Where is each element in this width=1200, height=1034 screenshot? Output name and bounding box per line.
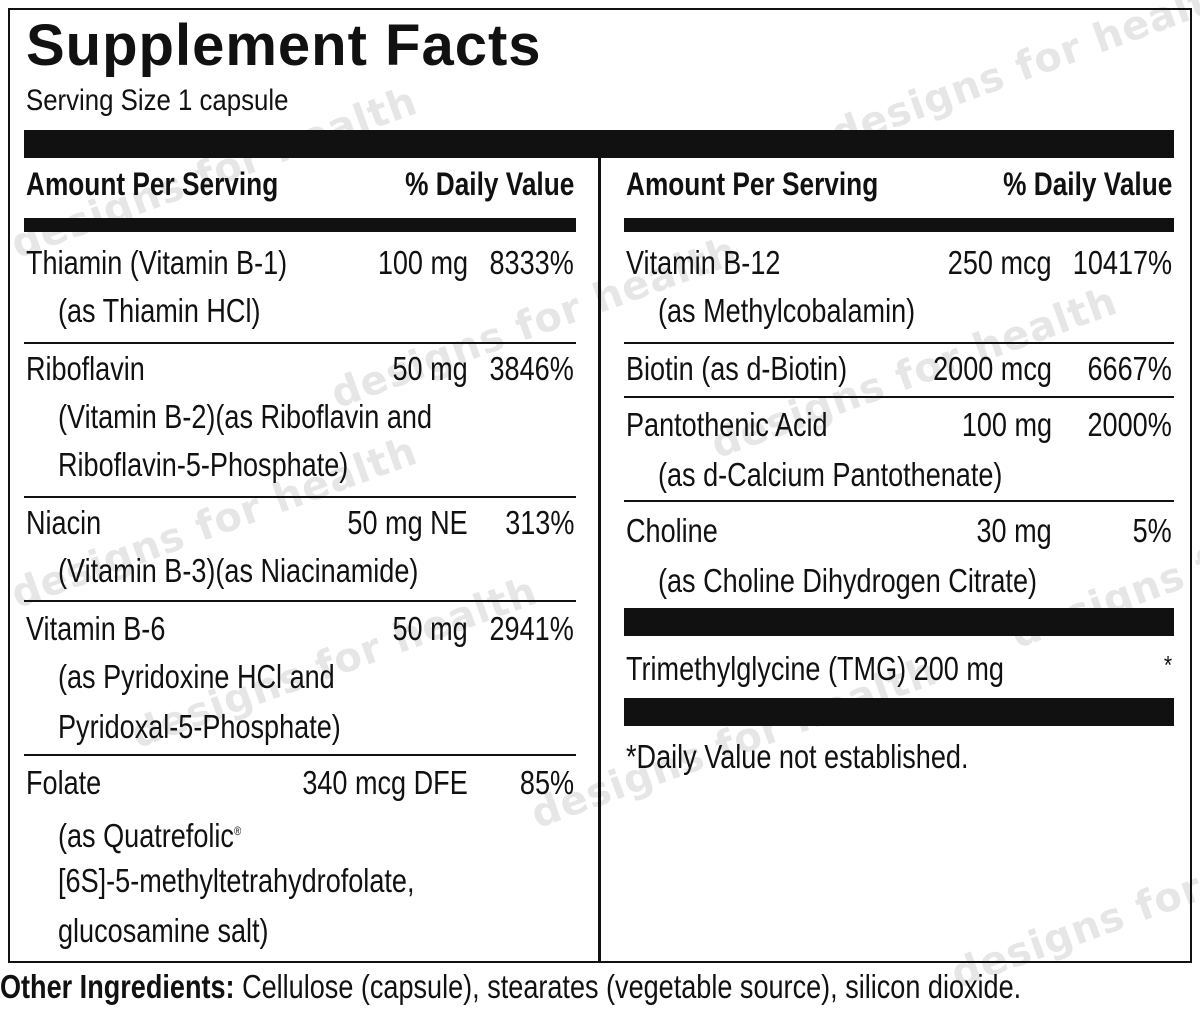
nutrient-name: Thiamin (Vitamin B-1) — [26, 244, 288, 281]
nutrient-amount: 30 mg — [976, 512, 1052, 549]
nutrient-source: (Vitamin B-2)(as Riboflavin and — [58, 398, 432, 435]
nutrient-amount: 100 mg — [961, 406, 1052, 443]
right-header-rule — [624, 218, 1174, 232]
nutrient-dv: 6667% — [1087, 350, 1172, 387]
header-bar — [24, 130, 1174, 158]
nutrient-name: Riboflavin — [26, 350, 145, 387]
nutrient-name: Folate — [26, 764, 102, 801]
left-amount-header: Amount Per Serving — [26, 166, 279, 202]
nutrient-name: Pantothenic Acid — [626, 406, 828, 443]
nutrient-dv: 8333% — [489, 244, 574, 281]
nutrient-source: glucosamine salt) — [58, 912, 269, 949]
nutrient-dv: 85% — [519, 764, 574, 801]
nutrient-source-text: (as Quatrefolic — [58, 817, 234, 854]
nutrient-name: Niacin — [26, 504, 102, 541]
serving-size: Serving Size 1 capsule — [26, 84, 289, 117]
nutrient-dv: 2000% — [1087, 406, 1172, 443]
nutrient-source: [6S]-5-methyltetrahydrofolate, — [58, 862, 415, 899]
left-header-rule — [24, 218, 576, 232]
nutrient-source: Pyridoxal-5-Phosphate) — [58, 708, 341, 745]
nutrient-dv: 313% — [504, 504, 574, 541]
right-amount-header: Amount Per Serving — [626, 166, 879, 202]
other-ingredients: Other Ingredients: Cellulose (capsule), … — [0, 968, 1021, 1006]
nutrient-source: (as Pyridoxine HCl and — [58, 658, 335, 695]
nutrient-amount: 50 mg NE — [347, 504, 468, 541]
nutrient-name: Vitamin B-12 — [626, 244, 781, 281]
other-ingredients-label: Other Ingredients: — [0, 968, 235, 1005]
other-ingredients-text: Cellulose (capsule), stearates (vegetabl… — [234, 968, 1022, 1005]
row-divider — [624, 396, 1174, 398]
nutrient-dv: 2941% — [489, 610, 574, 647]
section-bar — [624, 698, 1174, 726]
row-divider — [624, 342, 1174, 344]
section-bar — [624, 608, 1174, 636]
left-dv-header: % Daily Value — [404, 166, 574, 202]
nutrient-source: (as Thiamin HCl) — [58, 292, 261, 329]
nutrient-amount: 100 mg — [377, 244, 468, 281]
nutrient-source: (as d-Calcium Pantothenate) — [658, 456, 1003, 493]
nutrient-source: (as Methylcobalamin) — [658, 292, 916, 329]
column-divider — [598, 158, 601, 963]
nutrient-source: (Vitamin B-3)(as Niacinamide) — [58, 552, 419, 589]
nutrient-amount: 50 mg — [392, 610, 468, 647]
nutrient-dv: 5% — [1132, 512, 1172, 549]
nutrient-dv: 10417% — [1072, 244, 1172, 281]
nutrient-dv: 3846% — [489, 350, 574, 387]
nutrient-name: Biotin (as d-Biotin) — [626, 350, 848, 387]
nutrient-name: Choline — [626, 512, 718, 549]
nutrient-source: (as Choline Dihydrogen Citrate) — [658, 562, 1038, 599]
row-divider — [24, 342, 576, 344]
tmg-dv: * — [1163, 650, 1172, 680]
page-title: Supplement Facts — [26, 13, 542, 78]
nutrient-source: (as Quatrefolic® — [58, 806, 241, 861]
nutrient-amount: 2000 mcg — [933, 350, 1052, 387]
registered-mark: ® — [233, 824, 242, 838]
nutrient-source: Riboflavin-5-Phosphate) — [58, 446, 349, 483]
nutrient-amount: 340 mcg DFE — [302, 764, 468, 801]
row-divider — [624, 500, 1174, 502]
row-divider — [24, 600, 576, 602]
footnote: *Daily Value not established. — [626, 738, 969, 775]
row-divider — [24, 496, 576, 498]
nutrient-name: Vitamin B-6 — [26, 610, 166, 647]
nutrient-amount: 250 mcg — [948, 244, 1052, 281]
row-divider — [24, 754, 576, 756]
right-dv-header: % Daily Value — [1002, 166, 1172, 202]
tmg-line: Trimethylglycine (TMG) 200 mg — [626, 650, 1004, 687]
nutrient-amount: 50 mg — [392, 350, 468, 387]
